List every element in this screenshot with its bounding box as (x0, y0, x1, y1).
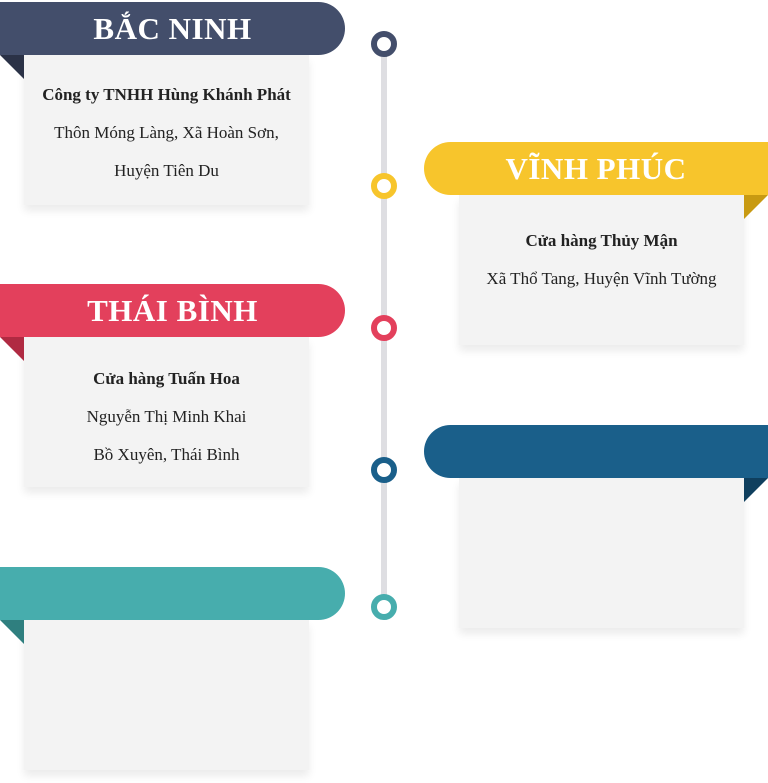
region-banner-thai-binh: THÁI BÌNH (0, 284, 345, 337)
region-title: THÁI BÌNH (87, 292, 258, 328)
region-banner-empty-1 (424, 425, 768, 478)
card-line-district: Bồ Xuyên, Thái Bình (93, 445, 240, 464)
region-banner-bac-ninh: BẮC NINH (0, 2, 345, 55)
banner-fold (744, 195, 768, 219)
banner-fold (0, 55, 24, 79)
banner-fold (0, 337, 24, 361)
region-banner-empty-2 (0, 567, 345, 620)
location-card-empty-2 (24, 620, 309, 770)
location-card-bac-ninh: Công ty TNHH Hùng Khánh Phát Thôn Móng L… (24, 55, 309, 205)
card-line-street: Nguyễn Thị Minh Khai (86, 407, 247, 426)
card-line-address: Thôn Móng Làng, Xã Hoàn Sơn, (54, 123, 279, 142)
region-title: VĨNH PHÚC (505, 150, 687, 186)
banner-fold (0, 620, 24, 644)
timeline-node-3 (371, 315, 397, 341)
region-banner-vinh-phuc: VĨNH PHÚC (424, 142, 768, 195)
card-line-company: Công ty TNHH Hùng Khánh Phát (42, 85, 291, 104)
banner-fold (744, 478, 768, 502)
region-title: BẮC NINH (93, 10, 252, 46)
card-line-district: Huyện Tiên Du (114, 161, 219, 180)
timeline-node-4 (371, 457, 397, 483)
card-line-store: Cửa hàng Thủy Mận (525, 231, 678, 250)
timeline-node-2 (371, 173, 397, 199)
location-card-empty-1 (459, 478, 744, 628)
timeline-node-1 (371, 31, 397, 57)
card-line-store: Cửa hàng Tuấn Hoa (93, 369, 240, 388)
card-line-address: Xã Thổ Tang, Huyện Vĩnh Tường (486, 269, 717, 288)
location-card-vinh-phuc: Cửa hàng Thủy Mận Xã Thổ Tang, Huyện Vĩn… (459, 195, 744, 345)
timeline-node-5 (371, 594, 397, 620)
location-card-thai-binh: Cửa hàng Tuấn Hoa Nguyễn Thị Minh Khai B… (24, 337, 309, 487)
